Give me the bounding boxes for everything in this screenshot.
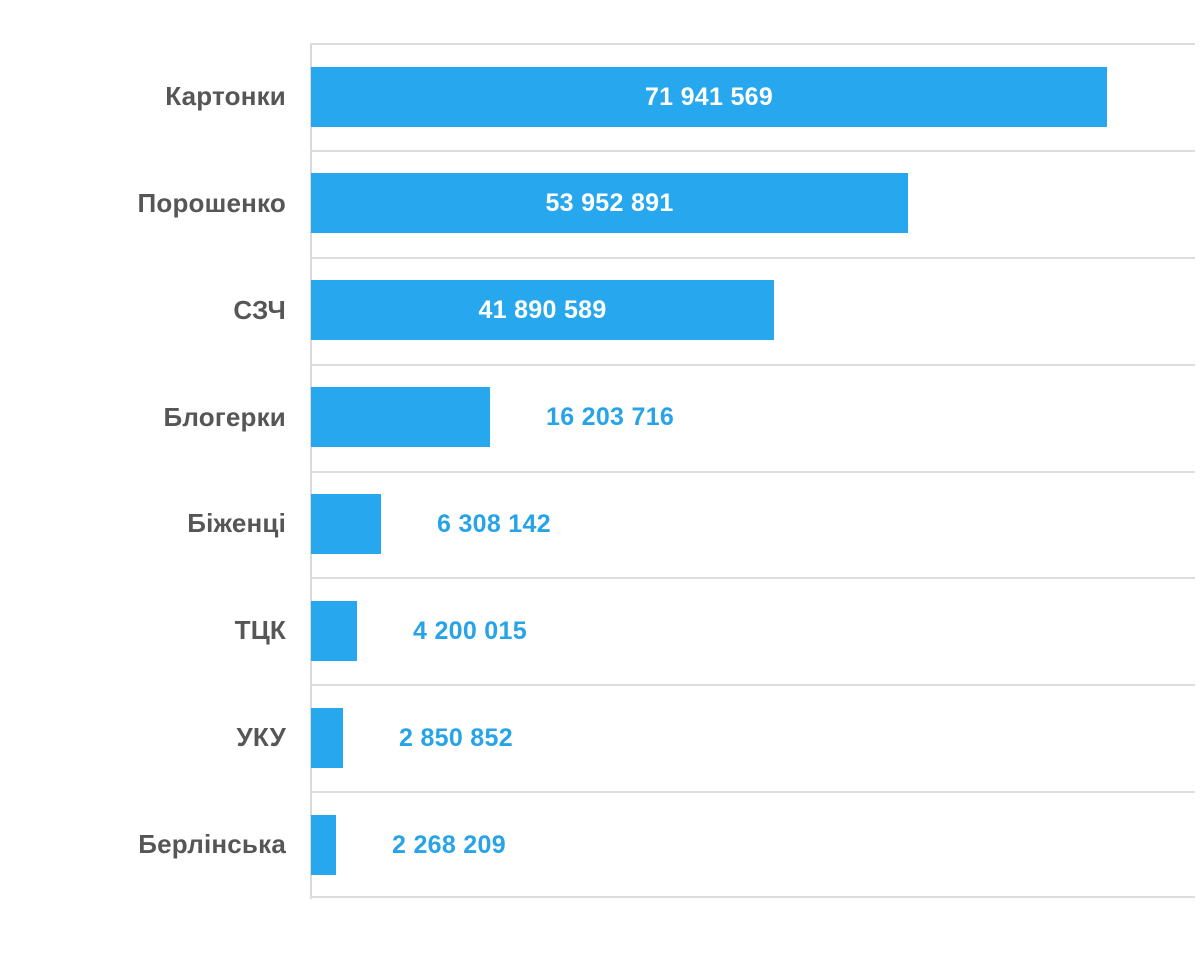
- bar-row: ТЦК 4 200 015: [0, 577, 1200, 684]
- bar-track: 41 890 589: [311, 280, 1107, 341]
- bar-value-label-outside: 2 268 209: [392, 830, 506, 859]
- bar-track: 6 308 142: [311, 494, 1107, 554]
- bar-track: 71 941 569: [311, 66, 1107, 127]
- bar-track: 16 203 716: [311, 387, 1107, 448]
- gridlines: [310, 43, 1195, 898]
- bar-track: 2 268 209: [311, 814, 1107, 875]
- category-label: Блогерки: [163, 401, 286, 432]
- grid-line: [310, 43, 1195, 45]
- bar-value-label-outside: 6 308 142: [437, 510, 551, 538]
- bar-value-label-inside: 41 890 589: [478, 296, 607, 325]
- category-label: СЗЧ: [233, 294, 286, 325]
- bar-value-label-inside: 53 952 891: [545, 189, 674, 218]
- bar-track: 53 952 891: [311, 173, 1107, 234]
- bar[interactable]: [311, 387, 490, 448]
- bar[interactable]: [311, 814, 336, 875]
- category-label: Біженці: [187, 508, 286, 539]
- bar[interactable]: [311, 66, 1107, 127]
- bar-value-label-outside: 4 200 015: [413, 616, 527, 645]
- grid-line: [310, 363, 1195, 366]
- grid-line: [310, 470, 1195, 473]
- bar-value-label-inside: 71 941 569: [644, 82, 774, 111]
- bar-row: СЗЧ 41 890 589: [0, 257, 1200, 364]
- bar[interactable]: [311, 173, 908, 234]
- bar[interactable]: [311, 494, 381, 554]
- category-label: Картонки: [165, 80, 286, 111]
- bar[interactable]: [311, 600, 357, 661]
- bar-value-label-outside: 16 203 716: [546, 403, 675, 432]
- category-label: Порошенко: [137, 187, 286, 218]
- bar-row: УКУ 2 850 852: [0, 684, 1200, 791]
- category-label: УКУ: [236, 722, 286, 753]
- bar-row: Блогерки 16 203 716: [0, 364, 1200, 471]
- grid-line: [310, 791, 1195, 794]
- category-label: Берлінська: [138, 829, 286, 860]
- category-label: ТЦК: [234, 615, 286, 646]
- grid-line: [310, 684, 1195, 687]
- bar-value-label-outside: 2 850 852: [399, 723, 513, 752]
- bar-track: 2 850 852: [311, 707, 1107, 768]
- grid-line: [310, 896, 1195, 898]
- grid-line: [310, 149, 1195, 152]
- bar-rows-container: Картонки 71 941 569 Порошенко 53 952 891 СЗЧ…: [0, 43, 1200, 898]
- bar-row: Берлінська 2 268 209: [0, 791, 1200, 898]
- bar-row: Картонки 71 941 569: [0, 43, 1200, 150]
- bar-row: Порошенко 53 952 891: [0, 150, 1200, 257]
- bar-row: Біженці 6 308 142: [0, 471, 1200, 578]
- bar-track: 4 200 015: [311, 600, 1107, 661]
- grid-line: [310, 577, 1195, 580]
- bar[interactable]: [311, 280, 774, 341]
- grid-line: [310, 256, 1195, 259]
- bar[interactable]: [311, 707, 343, 768]
